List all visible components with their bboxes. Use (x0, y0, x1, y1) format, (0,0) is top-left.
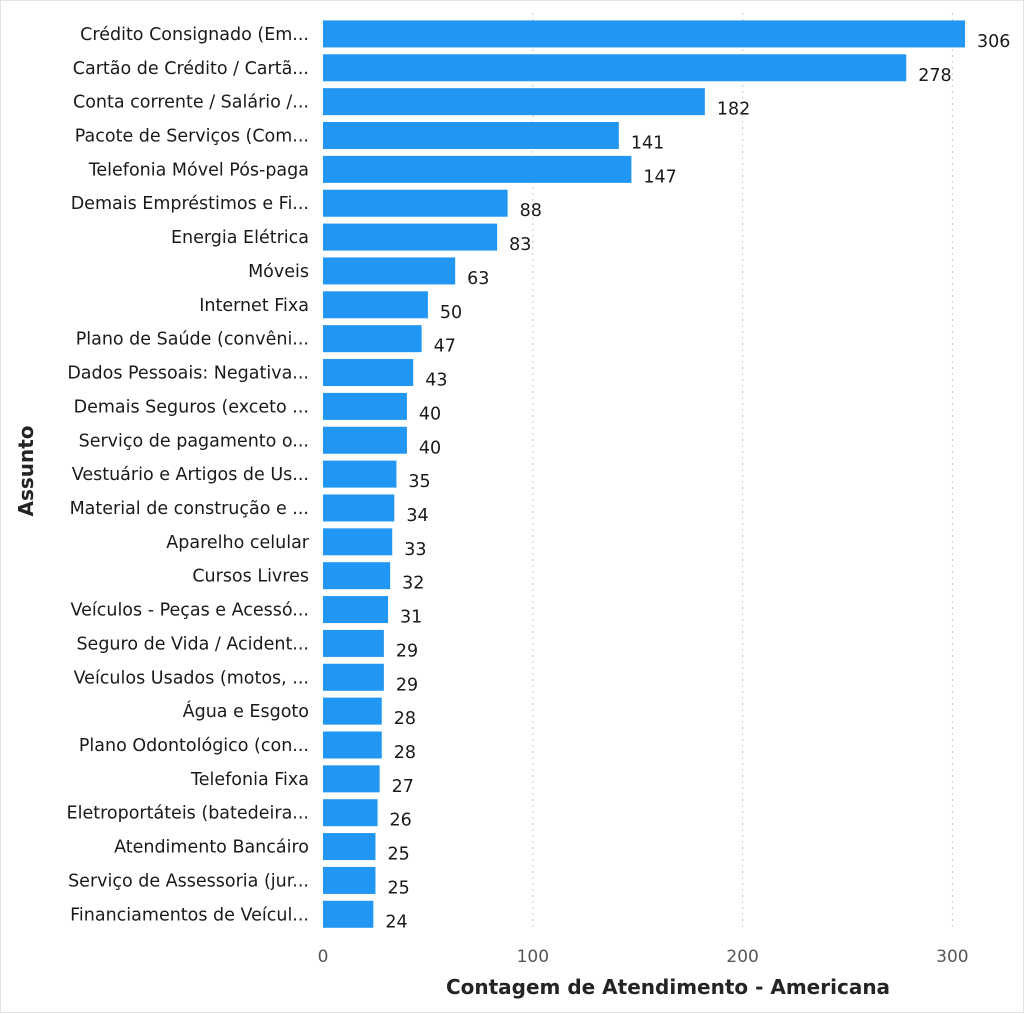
x-axis-title: Contagem de Atendimento - Americana (446, 975, 890, 999)
bar (323, 562, 391, 590)
bar (323, 88, 705, 116)
category-label: Material de construção e ... (70, 499, 309, 519)
x-tick-label: 200 (726, 947, 758, 967)
category-label: Veículos - Peças e Acessó... (70, 601, 309, 621)
bar (323, 189, 508, 217)
data-label: 40 (419, 404, 441, 424)
data-label: 24 (385, 912, 407, 932)
data-label: 29 (396, 675, 418, 695)
category-label: Demais Empréstimos e Fi... (71, 194, 309, 214)
data-label: 26 (390, 811, 412, 831)
bar (323, 629, 384, 657)
gridlines (532, 13, 953, 929)
category-label: Financiamentos de Veícul... (70, 905, 309, 925)
bar (323, 663, 384, 691)
category-label: Aparelho celular (166, 533, 310, 553)
category-label: Seguro de Vida / Acident... (76, 634, 309, 654)
category-label: Cursos Livres (192, 567, 309, 587)
data-label: 27 (392, 777, 414, 797)
bar (323, 426, 407, 454)
data-label: 28 (394, 743, 416, 763)
y-axis-title: Assunto (14, 425, 38, 516)
category-label: Veículos Usados (motos, ... (74, 668, 309, 688)
x-tick-label: 0 (318, 947, 329, 967)
data-label: 34 (406, 506, 428, 526)
bar (323, 392, 407, 420)
bars (323, 20, 965, 928)
data-label: 25 (387, 845, 409, 865)
category-label: Móveis (248, 262, 309, 282)
bar (323, 460, 397, 488)
x-tick-label: 300 (936, 947, 968, 967)
labels: 0 100 200 300 Crédito Consignado (Em... 306 Ca… (67, 25, 1011, 967)
category-label: Plano Odontológico (con... (79, 736, 309, 756)
category-label: Atendimento Bancáiro (114, 838, 309, 858)
data-label: 147 (643, 167, 676, 187)
data-label: 182 (717, 100, 750, 120)
category-label: Serviço de Assessoria (jur... (68, 871, 309, 891)
category-label: Crédito Consignado (Em... (80, 25, 309, 45)
category-label: Conta corrente / Salário /... (73, 93, 309, 113)
bar (323, 122, 619, 150)
bar (323, 325, 422, 353)
category-label: Plano de Saúde (convêni... (76, 330, 309, 350)
data-label: 278 (918, 66, 951, 86)
bar (323, 900, 374, 928)
data-label: 50 (440, 303, 462, 323)
bar (323, 528, 393, 556)
category-label: Dados Pessoais: Negativa... (67, 364, 309, 384)
category-label: Vestuário e Artigos de Us... (72, 465, 309, 485)
category-label: Pacote de Serviços (Com... (75, 127, 309, 147)
data-label: 83 (509, 235, 531, 255)
bar (323, 866, 376, 894)
data-label: 47 (434, 337, 456, 357)
category-label: Eletroportáteis (batedeira... (67, 804, 309, 824)
category-label: Telefonia Fixa (190, 770, 309, 790)
data-label: 32 (402, 574, 424, 594)
bar (323, 291, 428, 319)
data-label: 25 (387, 878, 409, 898)
data-label: 43 (425, 371, 447, 391)
bar (323, 494, 395, 522)
data-label: 33 (404, 540, 426, 560)
data-label: 40 (419, 438, 441, 458)
category-label: Internet Fixa (199, 296, 309, 316)
category-label: Telefonia Móvel Pós-paga (88, 160, 309, 180)
bar (323, 223, 498, 251)
category-label: Cartão de Crédito / Cartã... (73, 59, 309, 79)
bar (323, 54, 907, 82)
category-label: Serviço de pagamento o... (79, 431, 309, 451)
data-label: 28 (394, 709, 416, 729)
category-label: Água e Esgoto (183, 700, 309, 722)
data-label: 88 (520, 201, 542, 221)
bar (323, 20, 965, 48)
bar (323, 833, 376, 861)
data-label: 29 (396, 641, 418, 661)
data-label: 35 (408, 472, 430, 492)
data-label: 141 (631, 134, 664, 154)
bar (323, 799, 378, 827)
bar (323, 697, 382, 725)
category-label: Energia Elétrica (171, 228, 309, 248)
data-label: 31 (400, 608, 422, 628)
data-label: 306 (977, 32, 1010, 52)
bar (323, 257, 456, 285)
x-tick-label: 100 (517, 947, 549, 967)
category-label: Demais Seguros (exceto ... (74, 397, 309, 417)
bar (323, 596, 389, 624)
bar (323, 155, 632, 183)
data-label: 63 (467, 269, 489, 289)
bar (323, 731, 382, 759)
bar (323, 359, 414, 387)
bar (323, 765, 380, 793)
